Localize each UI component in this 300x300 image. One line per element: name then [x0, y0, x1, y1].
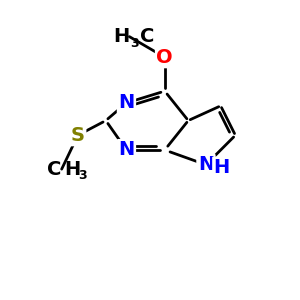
Text: H: H — [64, 160, 80, 178]
Text: C: C — [47, 160, 62, 178]
Text: S: S — [71, 126, 85, 145]
Text: 3: 3 — [130, 37, 139, 50]
Text: 3: 3 — [78, 169, 86, 182]
Text: O: O — [156, 48, 173, 67]
Text: N: N — [198, 155, 214, 174]
Text: C: C — [140, 27, 154, 46]
Text: H: H — [113, 27, 129, 46]
Text: N: N — [118, 93, 135, 112]
Text: H: H — [213, 158, 230, 177]
Text: N: N — [118, 140, 135, 160]
